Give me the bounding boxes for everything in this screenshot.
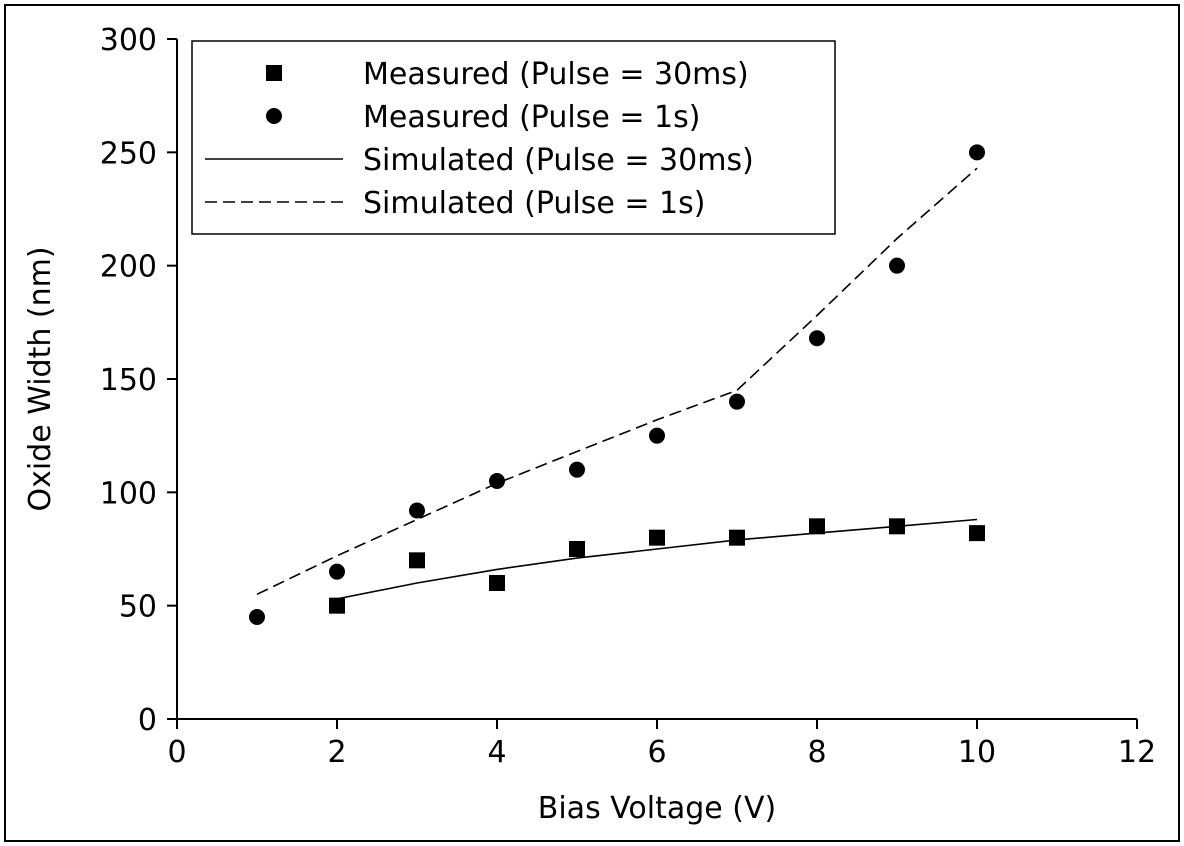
data-point-circle — [969, 144, 985, 161]
y-tick-label: 200 — [100, 250, 157, 285]
data-point-circle — [889, 257, 905, 274]
data-point-circle — [569, 461, 585, 478]
legend-label: Simulated (Pulse = 30ms) — [363, 143, 754, 178]
y-axis-label: Oxide Width (nm) — [23, 246, 58, 511]
data-point-square — [569, 541, 585, 557]
x-tick-label: 2 — [327, 735, 346, 770]
x-tick-label: 6 — [647, 735, 666, 770]
data-point-square — [969, 525, 985, 542]
legend-square-marker — [266, 65, 282, 81]
data-point-circle — [729, 393, 745, 410]
data-point-square — [489, 575, 505, 591]
x-tick-label: 8 — [807, 735, 826, 770]
data-point-square — [809, 518, 825, 535]
data-point-circle — [409, 502, 425, 519]
legend: Measured (Pulse = 30ms) Measured (Pulse =… — [191, 40, 836, 235]
data-point-circle — [649, 427, 665, 444]
legend-circle-marker — [266, 108, 282, 124]
data-point-square — [409, 552, 425, 569]
series-line-3 — [256, 167, 978, 596]
data-point-square — [649, 529, 665, 546]
x-tick-label: 12 — [1118, 735, 1156, 770]
y-tick-label: 0 — [138, 703, 157, 738]
plot-area: 0 2 4 6 8 10 12 0 50 100 150 200 250 300 — [100, 23, 1156, 770]
data-point-circle — [249, 609, 265, 625]
y-tick-label: 150 — [100, 363, 157, 398]
data-point-circle — [329, 563, 345, 580]
data-point-circle — [809, 330, 825, 347]
y-tick-label: 300 — [100, 23, 157, 58]
x-axis-label: Bias Voltage (V) — [538, 791, 776, 826]
x-tick-label: 0 — [167, 735, 186, 770]
legend-label: Measured (Pulse = 30ms) — [363, 57, 749, 92]
y-tick-label: 250 — [100, 136, 157, 171]
data-point-square — [729, 529, 745, 546]
x-tick-label: 4 — [487, 735, 506, 770]
y-tick-label: 100 — [100, 476, 157, 511]
legend-label: Measured (Pulse = 1s) — [363, 100, 700, 135]
y-tick-label: 50 — [119, 590, 157, 625]
series-line-2 — [336, 518, 978, 600]
legend-label: Simulated (Pulse = 1s) — [363, 186, 705, 221]
x-tick-label: 10 — [958, 735, 996, 770]
data-point-square — [329, 597, 345, 614]
